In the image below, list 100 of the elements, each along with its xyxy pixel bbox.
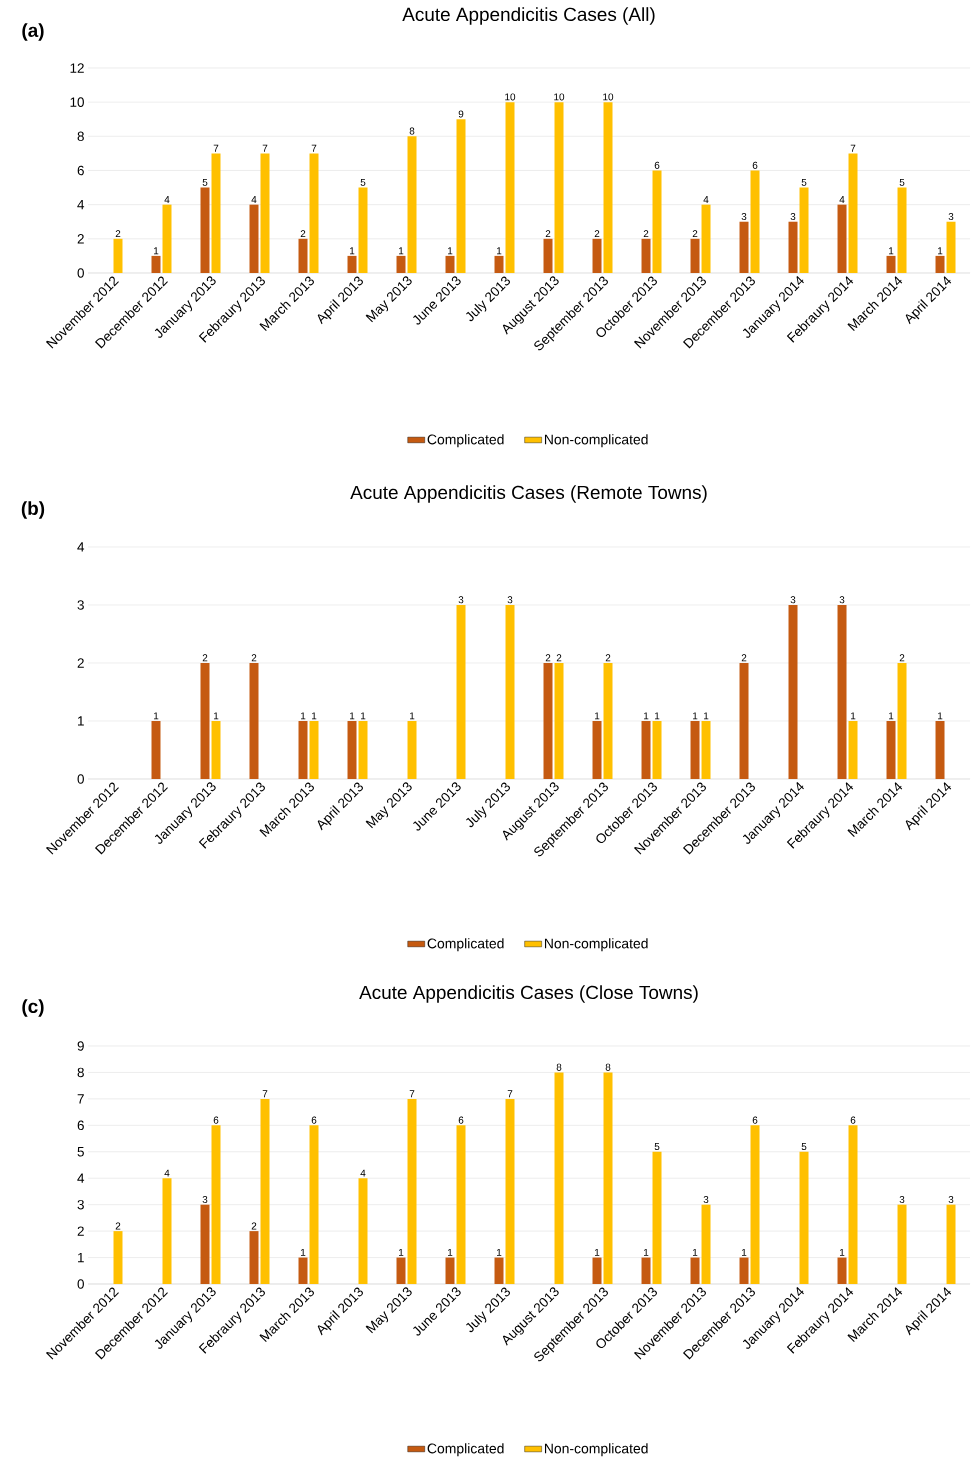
y-tick-label: 0 [77,1279,84,1289]
legend-label: Non-complicated [544,1443,648,1457]
y-tick-label: 6 [77,165,84,176]
data-label: 1 [693,1249,698,1256]
data-label: 3 [741,212,747,221]
bar [445,1257,455,1284]
bar [788,221,798,273]
bar [739,662,749,779]
data-label: 2 [251,654,257,662]
bar [200,1204,210,1284]
data-label: 9 [458,110,464,118]
data-label: 7 [213,144,219,152]
bar [690,720,700,779]
data-label: 6 [752,161,758,169]
data-label: 1 [595,712,600,720]
bar [886,720,896,779]
bar [592,1257,602,1284]
data-label: 1 [301,1249,306,1256]
bar [298,238,308,273]
data-label: 7 [262,144,268,152]
legend-label: Complicated [427,938,504,952]
chart-title: Acute Appendicitis Cases (Close Towns) [359,985,698,1003]
data-label: 10 [603,93,614,101]
bar [886,255,896,273]
bar [151,720,161,779]
bar [701,204,711,273]
data-label: 3 [839,596,845,604]
data-label: 5 [801,178,807,186]
data-label: 3 [790,212,796,221]
data-label: 4 [164,196,170,203]
data-label: 1 [840,1249,845,1256]
data-label: 2 [556,654,562,662]
bar [494,1257,504,1284]
bar [837,604,847,779]
bar [837,204,847,273]
data-label: 5 [899,178,905,186]
y-tick-label: 2 [77,234,84,244]
bar [739,1257,749,1284]
bar [358,187,368,273]
bar [113,238,123,273]
data-label: 3 [790,596,796,604]
bar [113,1231,123,1284]
bar [505,1098,515,1284]
data-label: 2 [202,654,208,662]
data-label: 7 [850,144,856,152]
data-label: 6 [850,1116,856,1124]
bar [407,720,417,779]
data-label: 2 [545,230,551,238]
bar [603,1072,613,1284]
y-tick-label: 9 [77,1041,84,1051]
data-label: 1 [399,247,404,255]
bar [554,662,564,779]
bar [690,1257,700,1284]
bar [396,1257,406,1284]
data-label: 3 [948,1195,954,1203]
data-label: 7 [311,144,317,152]
bar [946,1204,956,1284]
data-label: 2 [251,1222,257,1230]
data-label: 1 [644,1249,649,1256]
data-label: 10 [554,93,565,101]
bar [652,1151,662,1284]
y-tick-label: 4 [77,1173,85,1183]
data-label: 1 [448,247,453,255]
bar [935,720,945,779]
legend-label: Non-complicated [544,434,648,448]
data-label: 5 [202,178,208,186]
bar [456,119,466,273]
bar [505,604,515,779]
y-tick-label: 2 [77,658,84,668]
y-tick-label: 5 [77,1147,84,1157]
bar [200,662,210,779]
data-label: 3 [507,596,513,604]
bar [837,1257,847,1284]
bar [554,102,564,273]
legend-label: Complicated [427,434,504,448]
data-label: 2 [643,230,649,238]
data-label: 6 [213,1116,219,1124]
data-label: 5 [654,1143,660,1151]
bar [701,720,711,779]
bar [249,1231,259,1284]
bar [249,662,259,779]
y-tick-label: 1 [78,716,84,726]
bar [788,604,798,779]
bar [162,204,172,273]
bar [162,1178,172,1284]
bar [260,1098,270,1284]
data-label: 3 [899,1195,905,1203]
bar [592,238,602,273]
bar [799,1151,809,1284]
bar [946,221,956,273]
data-label: 8 [556,1063,562,1071]
bar [935,255,945,273]
y-tick-label: 12 [70,63,84,73]
bar [690,238,700,273]
bar [603,102,613,273]
data-label: 6 [458,1116,464,1124]
bar [309,153,319,273]
bar [151,255,161,273]
data-label: 2 [545,654,551,662]
y-tick-label: 3 [77,600,84,610]
